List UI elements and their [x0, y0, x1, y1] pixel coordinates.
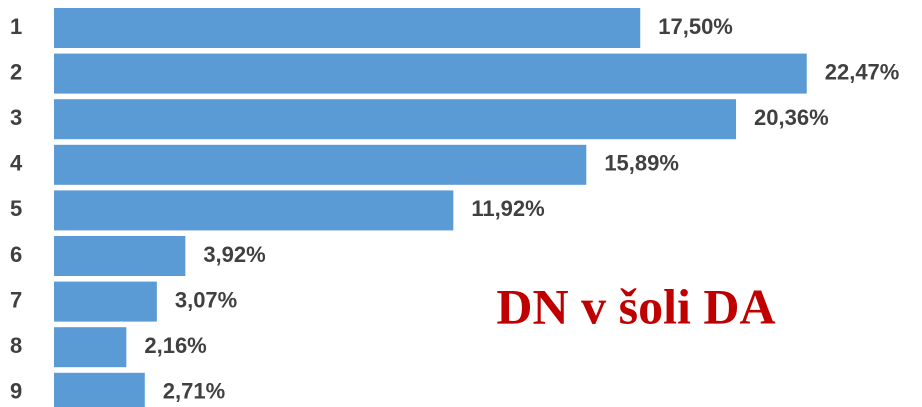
chart-title: DN v šoli DA — [496, 278, 775, 334]
bar — [54, 236, 186, 276]
bar — [54, 281, 157, 322]
y-tick-label: 1 — [10, 14, 22, 39]
bar — [54, 144, 587, 185]
data-label: 3,07% — [175, 287, 237, 312]
data-label: 11,92% — [471, 196, 544, 221]
y-tick-label: 3 — [10, 105, 22, 130]
bar — [54, 99, 737, 140]
data-label: 20,36% — [754, 105, 829, 130]
data-label: 2,16% — [144, 333, 206, 358]
data-label: 17,50% — [658, 14, 733, 39]
data-label: 2,71% — [163, 379, 225, 404]
data-label: 15,89% — [604, 151, 679, 176]
y-tick-label: 7 — [10, 287, 22, 312]
y-tick-label: 5 — [10, 196, 22, 221]
y-tick-label: 4 — [10, 151, 23, 176]
y-tick-label: 9 — [10, 379, 22, 404]
bar — [54, 53, 807, 94]
y-tick-label: 2 — [10, 59, 22, 84]
data-label: 22,47% — [825, 59, 900, 84]
bar — [54, 8, 641, 48]
y-tick-label: 8 — [10, 333, 22, 358]
bar — [54, 327, 127, 368]
bar — [54, 372, 145, 407]
data-label: 3,92% — [203, 242, 265, 267]
y-tick-label: 6 — [10, 242, 22, 267]
bar — [54, 190, 454, 231]
